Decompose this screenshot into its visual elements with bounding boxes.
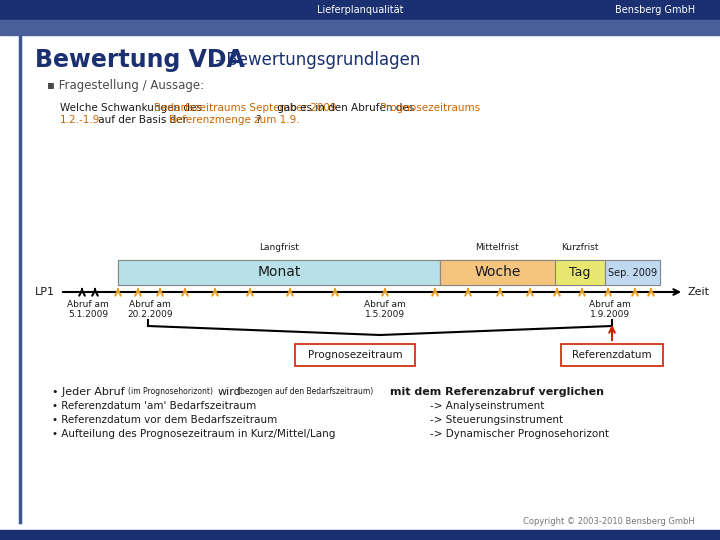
Bar <box>605 260 660 285</box>
Text: LP1: LP1 <box>35 287 55 297</box>
Bar <box>440 260 555 285</box>
Text: Monat: Monat <box>257 266 301 280</box>
Text: Zeit: Zeit <box>688 287 710 297</box>
Text: - Bewertungsgrundlagen: - Bewertungsgrundlagen <box>210 51 420 69</box>
Text: -> Steuerungsinstrument: -> Steuerungsinstrument <box>430 415 563 425</box>
Text: Abruf am
1.9.2009: Abruf am 1.9.2009 <box>589 300 631 319</box>
Text: auf der Basis der: auf der Basis der <box>95 115 190 125</box>
Text: Bewertung VDA: Bewertung VDA <box>35 48 245 72</box>
Text: Sep. 2009: Sep. 2009 <box>608 267 657 278</box>
Text: Copyright © 2003-2010 Bensberg GmbH: Copyright © 2003-2010 Bensberg GmbH <box>523 517 695 526</box>
Text: (im Prognosehorizont): (im Prognosehorizont) <box>128 388 213 396</box>
Text: -> Analyseinstrument: -> Analyseinstrument <box>430 401 544 411</box>
FancyBboxPatch shape <box>295 344 415 366</box>
Text: -> Dynamischer Prognosehorizont: -> Dynamischer Prognosehorizont <box>430 429 609 439</box>
Text: Woche: Woche <box>474 266 521 280</box>
Text: Langfrist: Langfrist <box>259 243 299 252</box>
Text: mit dem Referenzabruf verglichen: mit dem Referenzabruf verglichen <box>390 387 604 397</box>
Text: gab es in den Abrufen des: gab es in den Abrufen des <box>274 103 418 113</box>
Text: wird: wird <box>218 387 242 397</box>
Text: Mittelfrist: Mittelfrist <box>476 243 519 252</box>
Bar <box>555 260 605 285</box>
Bar <box>0 0 720 20</box>
Text: Abruf am
1.5.2009: Abruf am 1.5.2009 <box>364 300 406 319</box>
Text: Kurzfrist: Kurzfrist <box>562 243 599 252</box>
Text: ?: ? <box>255 115 261 125</box>
Bar <box>0 20 720 35</box>
Text: ▪ Fragestellung / Aussage:: ▪ Fragestellung / Aussage: <box>47 78 204 91</box>
Text: 1.2.-1.9.: 1.2.-1.9. <box>60 115 104 125</box>
Text: Referenzdatum: Referenzdatum <box>572 350 652 360</box>
Text: Abruf am
5.1.2009: Abruf am 5.1.2009 <box>67 300 109 319</box>
Bar <box>0 530 720 540</box>
Text: • Referenzdatum vor dem Bedarfszeitraum: • Referenzdatum vor dem Bedarfszeitraum <box>52 415 277 425</box>
Bar <box>118 260 440 285</box>
Text: Referenzmenge zum 1.9.: Referenzmenge zum 1.9. <box>169 115 300 125</box>
Text: Prognosezeitraum: Prognosezeitraum <box>307 350 402 360</box>
FancyBboxPatch shape <box>561 344 663 366</box>
Text: Prognosezeitraums: Prognosezeitraums <box>380 103 480 113</box>
Text: Bedarfszeitraums September 2009: Bedarfszeitraums September 2009 <box>153 103 336 113</box>
Text: • Aufteilung des Prognosezeitraum in Kurz/Mittel/Lang: • Aufteilung des Prognosezeitraum in Kur… <box>52 429 336 439</box>
Text: Tag: Tag <box>570 266 590 279</box>
Text: Welche Schwankungen des: Welche Schwankungen des <box>60 103 205 113</box>
Text: • Referenzdatum 'am' Bedarfszeitraum: • Referenzdatum 'am' Bedarfszeitraum <box>52 401 256 411</box>
Text: Bensberg GmbH: Bensberg GmbH <box>615 5 695 15</box>
Bar <box>440 260 555 285</box>
Bar <box>118 260 440 285</box>
Text: Abruf am
20.2.2009: Abruf am 20.2.2009 <box>127 300 173 319</box>
Bar <box>555 260 605 285</box>
Text: • Jeder Abruf: • Jeder Abruf <box>52 387 125 397</box>
Bar <box>605 260 660 285</box>
Text: (bezogen auf den Bedarfszeitraum): (bezogen auf den Bedarfszeitraum) <box>237 388 373 396</box>
Text: Lieferplanqualität: Lieferplanqualität <box>317 5 403 15</box>
